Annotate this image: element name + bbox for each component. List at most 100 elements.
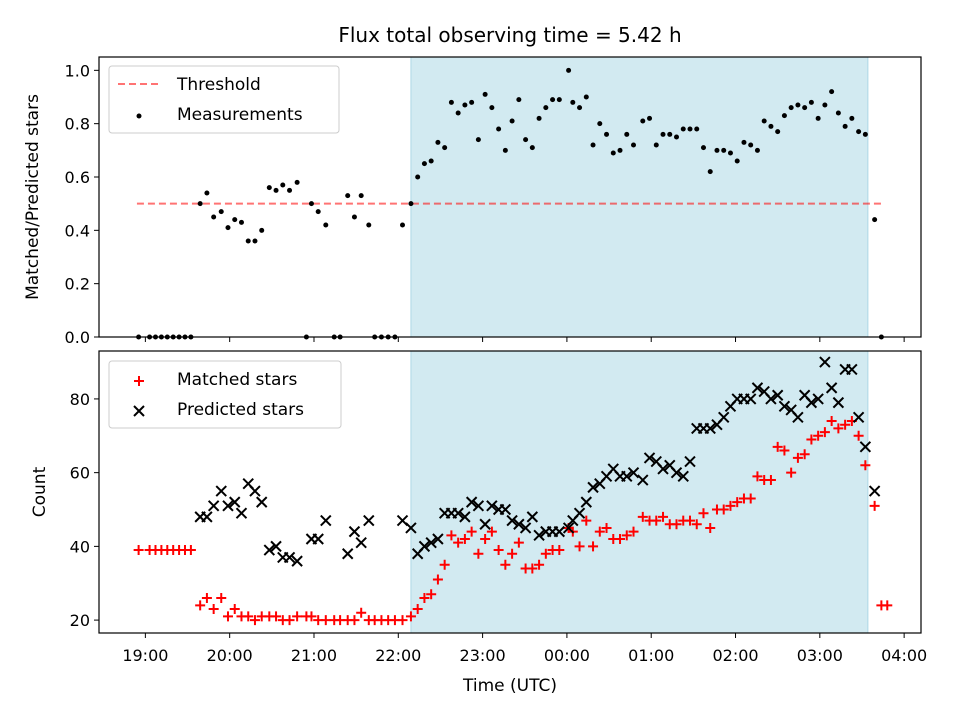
legend-label: Measurements: [177, 105, 303, 125]
measurement-point: [604, 131, 610, 137]
x-tick-label: 21:00: [291, 646, 337, 665]
predicted-star-point: [320, 514, 332, 527]
bottom-y-tick-label: 40: [70, 537, 90, 556]
predicted-star-point: [263, 544, 276, 556]
top-y-axis-label: Matched/Predicted stars: [23, 94, 43, 300]
measurement-point: [795, 102, 801, 108]
matched-star-point: [594, 526, 605, 537]
predicted-star-point: [868, 485, 881, 497]
measurement-point: [442, 145, 448, 151]
predicted-star-point: [355, 536, 367, 549]
matched-star-point: [453, 537, 464, 548]
bottom-y-tick-label: 80: [70, 390, 90, 409]
predicted-star-point: [418, 540, 431, 553]
top-y-tick-label: 1.0: [65, 61, 90, 80]
matched-star-point: [732, 497, 743, 508]
predicted-star-point: [832, 396, 845, 409]
measurement-point: [660, 131, 666, 137]
predicted-star-point: [235, 507, 248, 519]
matched-star-point: [745, 493, 756, 504]
matched-star-point: [540, 548, 551, 559]
matched-star-point: [439, 559, 450, 570]
measurement-point: [862, 131, 868, 137]
matched-star-point: [426, 589, 437, 600]
matched-star-point: [698, 508, 709, 519]
top-axes-frame: [98, 56, 922, 338]
matched-star-point: [637, 511, 648, 522]
matched-star-point: [222, 611, 233, 622]
measurement-point: [358, 193, 364, 199]
matched-star-point: [628, 526, 639, 537]
matched-star-point: [806, 434, 817, 445]
measurement-point: [345, 193, 351, 199]
measurement-point: [351, 214, 357, 220]
measurement-point: [590, 142, 596, 148]
predicted-star-point: [744, 393, 757, 405]
predicted-star-point: [859, 441, 872, 453]
matched-star-point: [554, 545, 565, 556]
x-tick-label: 20:00: [207, 646, 253, 665]
predicted-star-point: [637, 474, 649, 486]
legend-label: Matched stars: [177, 370, 297, 390]
measurement-point: [835, 110, 841, 116]
measurement-point: [775, 129, 781, 135]
measurement-point: [273, 187, 279, 193]
matched-star-point: [459, 534, 470, 544]
predicted-star-point: [573, 507, 586, 519]
matched-star-point: [779, 445, 790, 456]
measurement-point: [734, 158, 740, 164]
predicted-star-point: [852, 411, 865, 424]
measurement-point: [366, 222, 372, 228]
predicted-star-point: [812, 393, 824, 405]
matched-star-point: [658, 511, 669, 522]
measurement-point: [674, 134, 680, 140]
measurement-point: [872, 217, 878, 223]
matched-star-point: [356, 607, 367, 618]
bottom-axes-frame: [98, 350, 922, 634]
measurement-point: [748, 142, 754, 148]
predicted-star-point: [312, 533, 324, 545]
matched-star-point: [513, 537, 524, 548]
predicted-star-point: [765, 393, 777, 405]
matched-star-point: [397, 615, 408, 626]
measurement-point: [294, 179, 300, 185]
predicted-star-point: [465, 496, 478, 508]
bottom-y-axis-label: Count: [30, 466, 50, 517]
measurement-point: [647, 115, 653, 121]
matched-star-point: [718, 504, 729, 515]
matched-star-point: [446, 530, 457, 541]
top-y-tick-label: 0.0: [65, 328, 90, 347]
bottom-y-tick-label: 20: [70, 611, 90, 630]
predicted-star-point: [819, 356, 831, 368]
predicted-star-point: [207, 500, 220, 512]
matched-star-point: [615, 534, 626, 544]
matched-star-point: [840, 419, 851, 430]
chart-title: Flux total observing time = 5.42 h: [338, 23, 681, 47]
matched-star-point: [601, 522, 612, 533]
matched-star-point: [201, 592, 212, 603]
x-tick-label: 01:00: [628, 646, 674, 665]
measurement-point: [667, 131, 673, 137]
measurement-point: [204, 190, 210, 196]
matched-star-point: [691, 519, 702, 530]
measurement-point: [482, 91, 488, 97]
measurement-point: [687, 126, 693, 132]
matched-star-point: [466, 526, 477, 537]
matched-star-point: [651, 515, 662, 526]
predicted-star-point: [587, 481, 599, 494]
measurement-point: [448, 99, 454, 105]
predicted-star-point: [677, 470, 689, 483]
predicted-star-point: [718, 411, 730, 424]
legend-label: Threshold: [176, 75, 261, 95]
legend-label: Predicted stars: [177, 400, 304, 420]
matched-star-point: [792, 452, 803, 463]
predicted-star-point: [291, 555, 303, 567]
matched-star-point: [826, 416, 837, 427]
predicted-star-point: [643, 452, 656, 464]
bottom-observing-window-shade: [410, 350, 869, 634]
bottom-legend: Matched stars Predicted stars: [108, 360, 342, 429]
legend-predicted-swatch: [133, 405, 145, 417]
measurement-point: [435, 139, 441, 145]
measurement-point: [849, 115, 855, 121]
